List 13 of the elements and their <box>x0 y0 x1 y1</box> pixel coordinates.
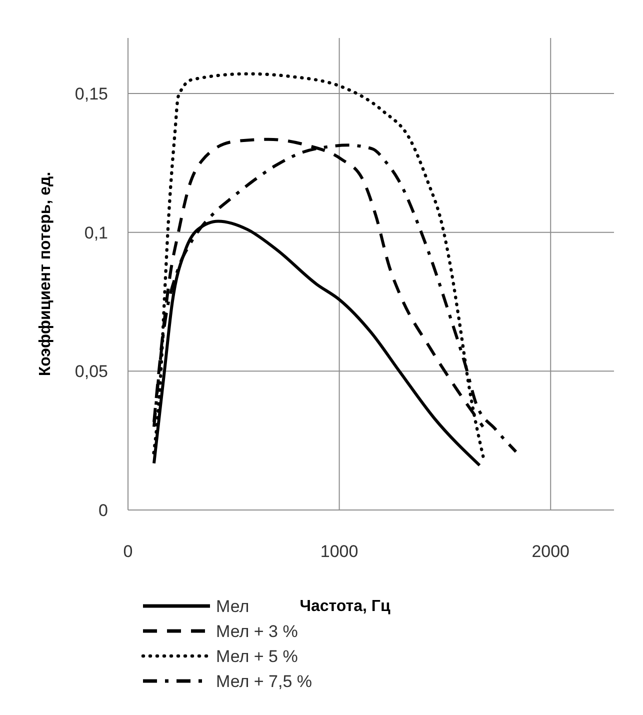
legend-label: Мел + 5 % <box>216 647 298 666</box>
x-tick-label: 1000 <box>320 542 358 561</box>
y-tick-label: 0,1 <box>84 223 108 242</box>
y-tick-label: 0 <box>98 501 108 520</box>
legend-label: Мел <box>216 597 250 616</box>
y-tick-label: 0,05 <box>74 362 108 382</box>
y-tick-label: 0,15 <box>74 84 108 104</box>
legend-label: Мел + 7,5 % <box>216 672 312 691</box>
x-axis-title: Частота, Гц <box>300 598 390 615</box>
legend-label: Мел + 3 % <box>216 622 298 641</box>
x-tick-label: 2000 <box>532 542 570 561</box>
x-tick-label: 0 <box>123 542 133 561</box>
y-axis-title: Коэффициент потерь, ед. <box>37 172 54 376</box>
